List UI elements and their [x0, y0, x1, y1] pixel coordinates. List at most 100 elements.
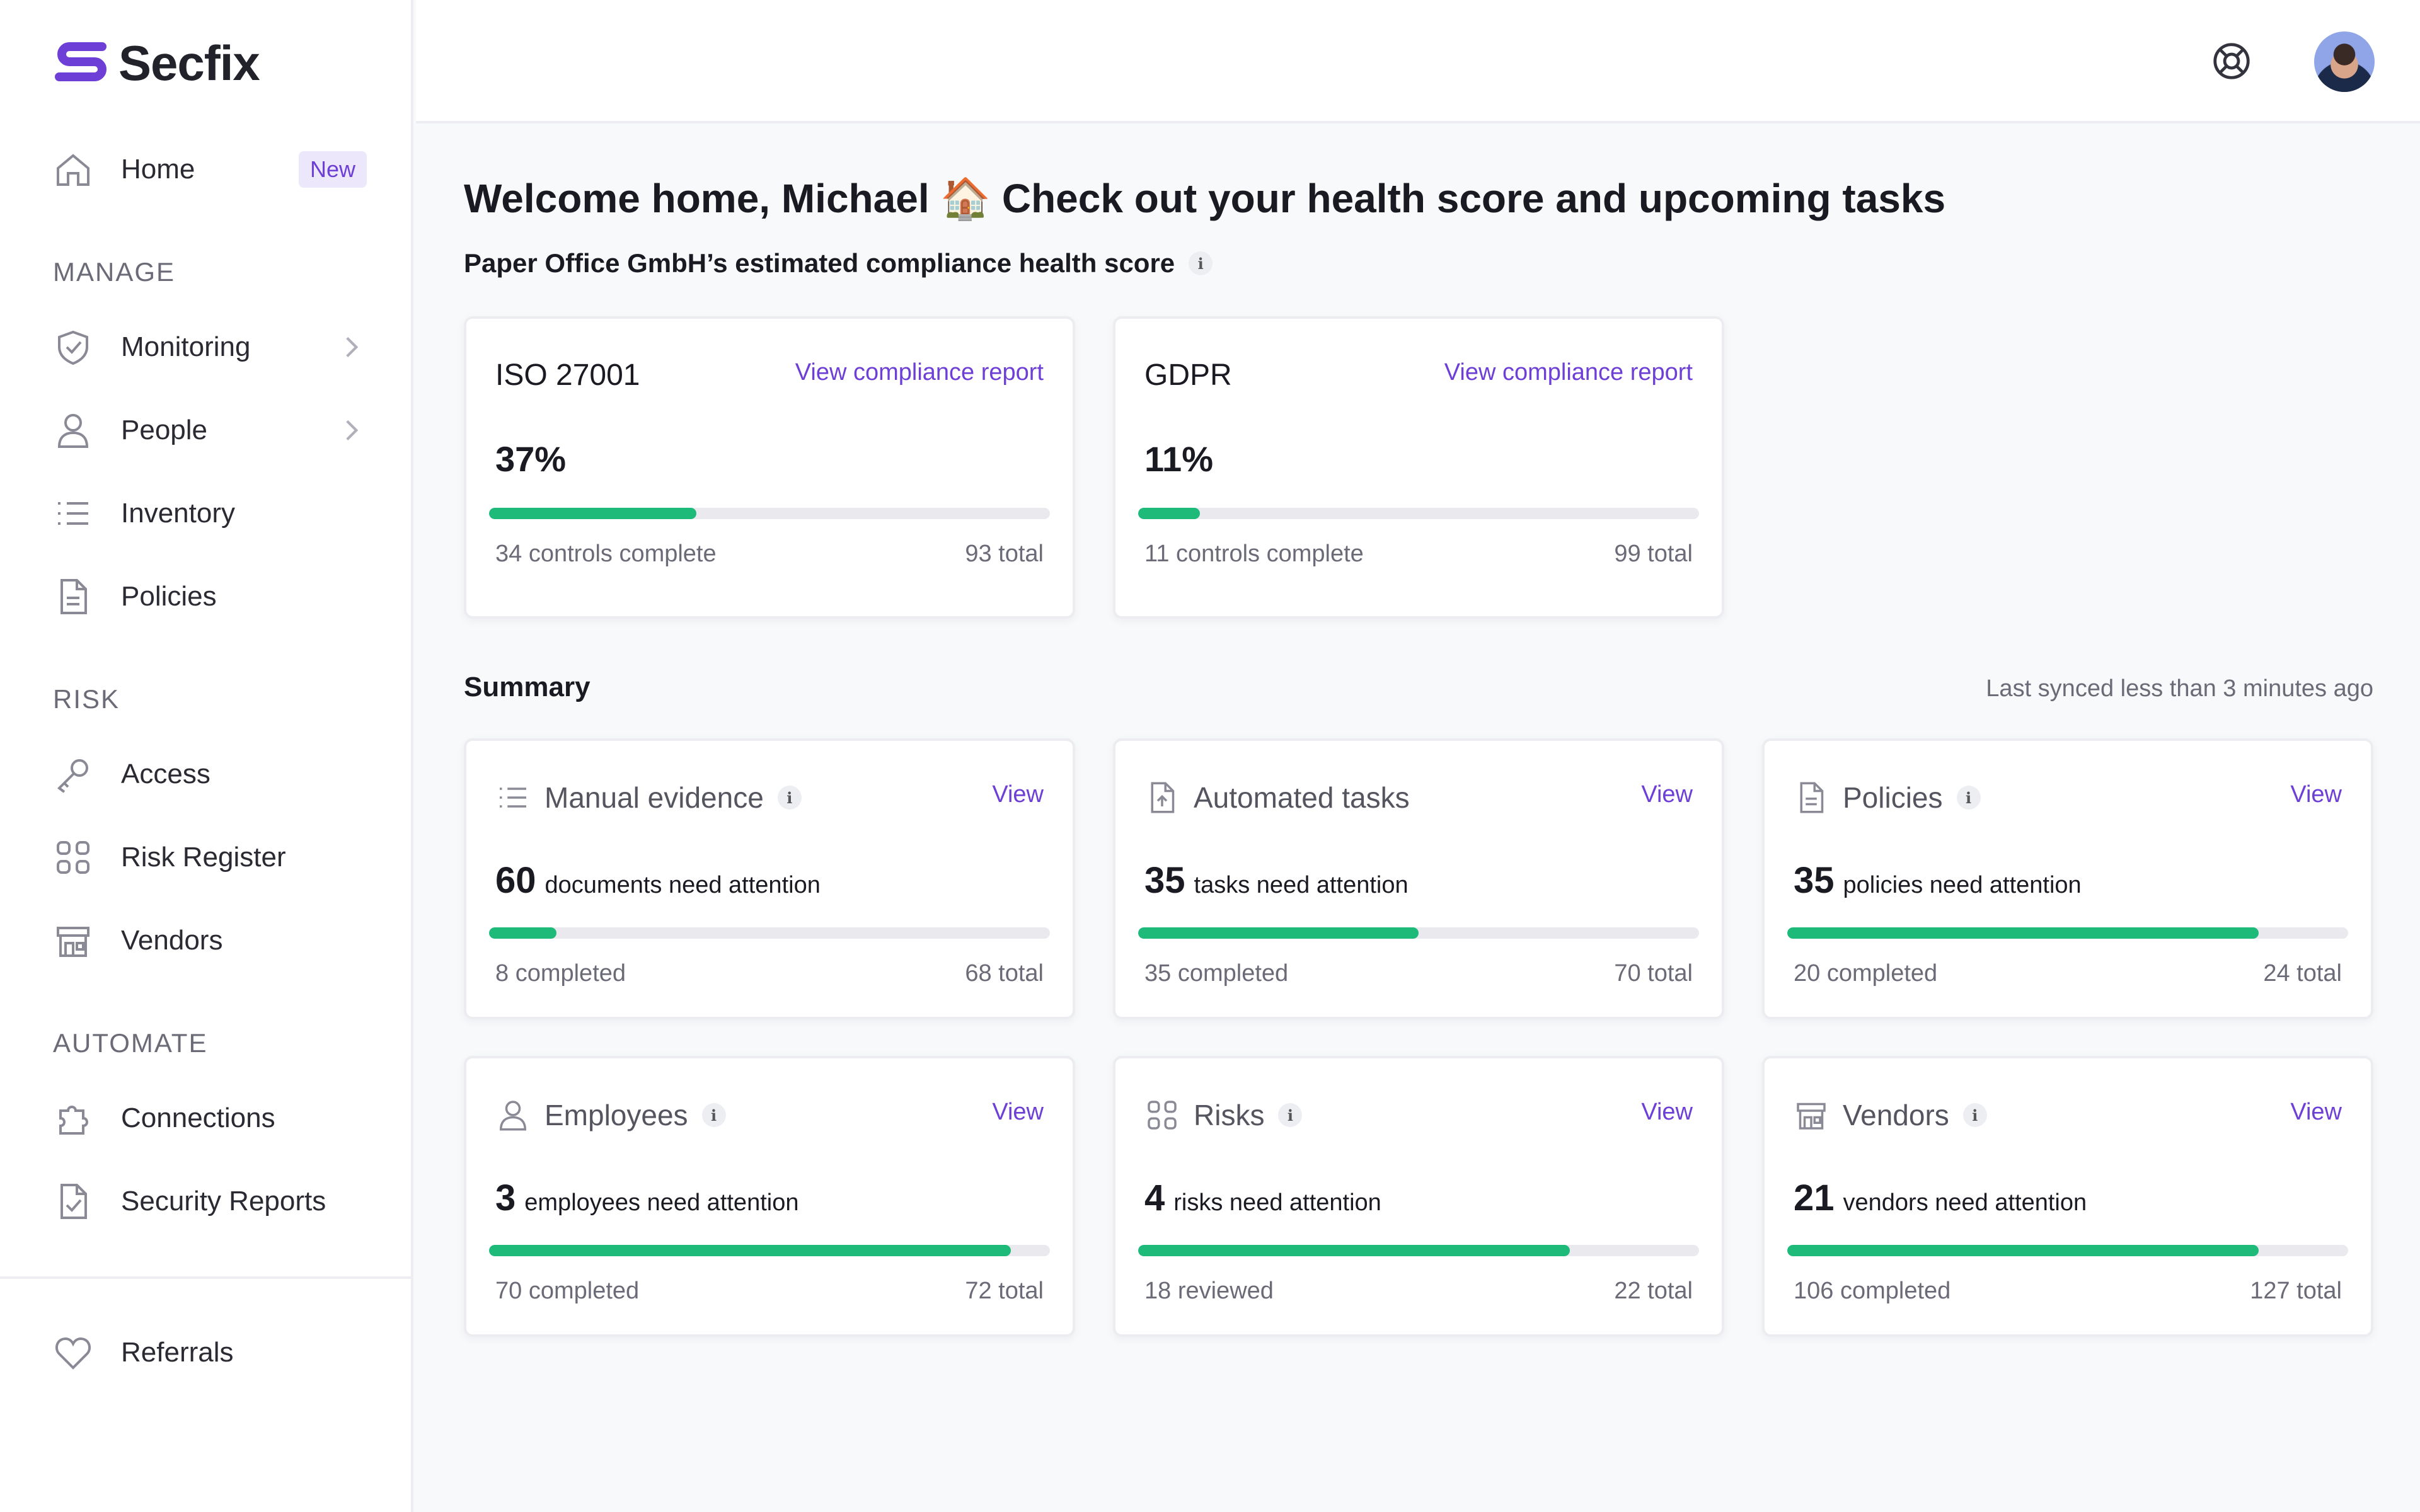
info-icon[interactable]: i [1189, 251, 1213, 275]
total-count: 127 total [2250, 1278, 2342, 1304]
summary-card-policies: Policies i View 35 policies need attentio… [1762, 738, 2373, 1019]
progress-bar [489, 508, 1050, 519]
view-compliance-report-link[interactable]: View compliance report [795, 359, 1044, 386]
count-label: tasks need attention [1194, 872, 1409, 898]
sidebar-item-referrals[interactable]: Referrals [52, 1324, 367, 1381]
completed-count: 106 completed [1794, 1278, 1951, 1304]
sidebar-item-vendors[interactable]: Vendors [52, 912, 367, 969]
view-link[interactable]: View [1641, 781, 1693, 808]
sidebar-item-label: Policies [121, 581, 217, 612]
sidebar-item-inventory[interactable]: Inventory [52, 485, 367, 542]
new-badge: New [298, 151, 367, 188]
summary-card-risks: Risks i View 4 risks need attention 18 re… [1113, 1056, 1724, 1337]
summary-card-vendors: Vendors i View 21 vendors need attention … [1762, 1056, 2373, 1337]
attention-count: 60 documents need attention [495, 859, 821, 902]
key-icon [52, 753, 95, 796]
info-icon[interactable]: i [777, 786, 802, 810]
attention-count: 35 policies need attention [1794, 859, 2082, 902]
chevron-right-icon [346, 420, 359, 441]
completed-count: 18 reviewed [1144, 1278, 1274, 1304]
view-link[interactable]: View [2290, 1099, 2342, 1125]
health-score-label: Paper Office GmbH’s estimated compliance… [464, 248, 1175, 278]
card-title: Automated tasks [1194, 781, 1410, 814]
view-link[interactable]: View [992, 1099, 1044, 1125]
user-avatar[interactable] [2314, 32, 2375, 92]
framework-percent: 11% [1144, 439, 1213, 479]
heart-icon [52, 1331, 95, 1374]
total-count: 68 total [965, 960, 1044, 987]
view-link[interactable]: View [2290, 781, 2342, 808]
sidebar-item-label: Connections [121, 1102, 275, 1133]
view-link[interactable]: View [1641, 1099, 1693, 1125]
info-icon[interactable]: i [1956, 786, 1981, 810]
attention-count: 21 vendors need attention [1794, 1177, 2087, 1219]
storefront-icon [1797, 1102, 1826, 1130]
list-icon [500, 788, 526, 808]
attention-count: 35 tasks need attention [1144, 859, 1409, 902]
view-compliance-report-link[interactable]: View compliance report [1444, 359, 1693, 386]
help-button[interactable] [2210, 39, 2254, 83]
storefront-icon [52, 919, 95, 962]
framework-card-gdpr: GDPR View compliance report 11% 11 contr… [1113, 316, 1724, 619]
total-count: 72 total [965, 1278, 1044, 1304]
framework-card-iso27001: ISO 27001 View compliance report 37% 34 … [464, 316, 1075, 619]
card-title: Vendors [1843, 1099, 1949, 1131]
sidebar-divider [0, 1276, 411, 1279]
progress-fill [1138, 927, 1419, 939]
card-header: Risks i [1144, 1097, 1303, 1133]
person-icon [52, 409, 95, 452]
document-check-icon [52, 1180, 95, 1223]
framework-percent: 37% [495, 439, 567, 479]
progress-bar [1787, 927, 2348, 939]
puzzle-icon [52, 1097, 95, 1140]
progress-bar [489, 927, 1050, 939]
progress-fill [489, 1245, 1011, 1256]
sidebar-item-access[interactable]: Access [52, 746, 367, 803]
count-number: 35 [1144, 860, 1185, 901]
progress-fill [1787, 927, 2259, 939]
section-label-automate: AUTOMATE [53, 1028, 208, 1058]
framework-name: ISO 27001 [495, 358, 640, 392]
controls-complete: 34 controls complete [495, 541, 717, 567]
total-count: 70 total [1614, 960, 1693, 987]
card-header: Automated tasks [1144, 780, 1410, 815]
sidebar-item-label: Inventory [121, 498, 235, 529]
card-title: Risks [1194, 1099, 1265, 1131]
sidebar-item-monitoring[interactable]: Monitoring [52, 319, 367, 375]
sidebar-item-people[interactable]: People [52, 402, 367, 459]
sidebar-item-label: Home [121, 154, 195, 185]
count-label: policies need attention [1843, 872, 2082, 898]
framework-name: GDPR [1144, 358, 1232, 392]
summary-card-automated-tasks: Automated tasks View 35 tasks need attent… [1113, 738, 1724, 1019]
attention-count: 3 employees need attention [495, 1177, 798, 1219]
progress-bar [1138, 508, 1699, 519]
info-icon[interactable]: i [1962, 1103, 1987, 1127]
sidebar-item-risk-register[interactable]: Risk Register [52, 829, 367, 886]
sidebar: Secfix Home New MANAGE Monitoring People… [0, 0, 413, 1512]
progress-bar [489, 1245, 1050, 1256]
count-number: 4 [1144, 1177, 1165, 1218]
secfix-logo-icon [55, 42, 107, 81]
card-title: Manual evidence [544, 781, 764, 814]
progress-fill [1138, 508, 1200, 519]
sidebar-item-security-reports[interactable]: Security Reports [52, 1173, 367, 1230]
count-label: documents need attention [544, 872, 821, 898]
secfix-logo[interactable]: Secfix [52, 35, 260, 91]
lifebuoy-icon [2213, 43, 2250, 79]
sidebar-item-policies[interactable]: Policies [52, 568, 367, 625]
topbar [416, 0, 2420, 123]
completed-count: 8 completed [495, 960, 626, 987]
sidebar-item-connections[interactable]: Connections [52, 1090, 367, 1147]
last-synced-text: Last synced less than 3 minutes ago [1986, 675, 2373, 702]
count-label: risks need attention [1173, 1189, 1381, 1216]
info-icon[interactable]: i [1278, 1103, 1303, 1127]
info-icon[interactable]: i [701, 1103, 726, 1127]
count-number: 60 [495, 860, 536, 901]
summary-title: Summary [464, 672, 591, 702]
sidebar-item-home[interactable]: Home New [52, 141, 367, 198]
list-icon [52, 492, 95, 535]
sidebar-item-label: Access [121, 759, 210, 789]
document-upload-icon [1151, 782, 1175, 813]
view-link[interactable]: View [992, 781, 1044, 808]
total-count: 24 total [2263, 960, 2342, 987]
